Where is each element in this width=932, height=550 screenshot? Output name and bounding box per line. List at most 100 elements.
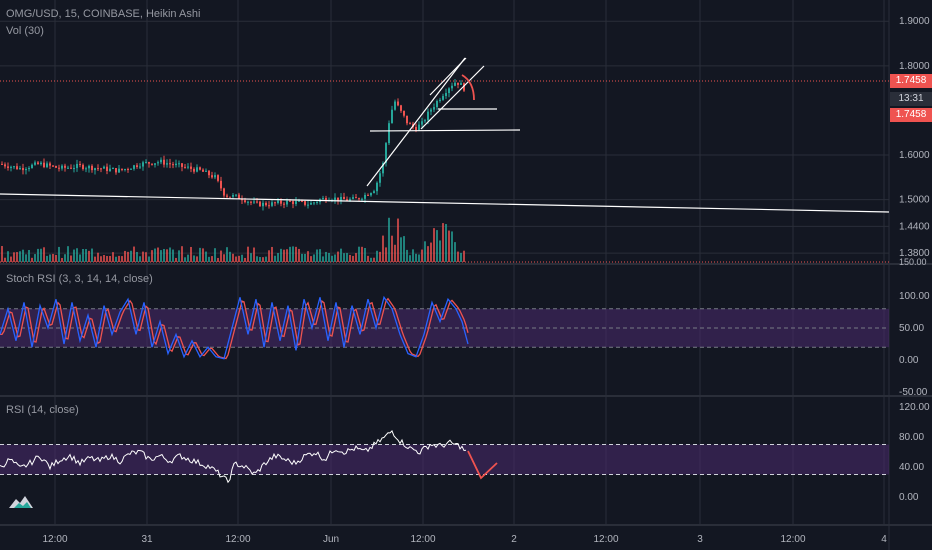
volume-label[interactable]: Vol (30) [6, 25, 44, 37]
volume-bar [13, 252, 15, 262]
volume-bar [433, 228, 435, 262]
volume-bar [43, 247, 45, 262]
price-scale[interactable]: 1.9000 1.8000 1.6000 1.5000 1.4400 1.3800150.… [899, 16, 930, 503]
candle-body [115, 168, 117, 173]
rsi-projection-drawing[interactable] [467, 450, 498, 480]
candle-body [46, 163, 48, 168]
tradingview-logo-icon[interactable] [6, 490, 36, 512]
candle-body [409, 123, 411, 125]
volume-bar [103, 254, 105, 262]
volume-bar [238, 255, 240, 262]
price-tick-label: 1.5000 [899, 195, 930, 206]
volume-bar [115, 256, 117, 262]
price-projection-drawing[interactable] [461, 74, 475, 101]
stoch-rsi-pane[interactable] [0, 295, 889, 360]
volume-bar [175, 257, 177, 262]
candle-body [76, 163, 78, 169]
candle-body [91, 165, 93, 171]
rsi-tick-label: 80.00 [899, 432, 924, 443]
candle-body [364, 194, 366, 199]
volume-bar [22, 249, 24, 262]
candle-body [103, 166, 105, 169]
candle-body [244, 200, 246, 203]
candle-body [55, 165, 57, 168]
candle-body [418, 124, 420, 131]
candle-body [214, 175, 216, 178]
candle-body [97, 168, 99, 170]
rsi-label[interactable]: RSI (14, close) [6, 404, 79, 416]
volume-bar [319, 249, 321, 262]
candle-body [229, 196, 231, 198]
candle-body [190, 166, 192, 169]
volume-bar [421, 249, 423, 262]
time-tick-label: Jun [323, 534, 339, 545]
candle-body [139, 166, 141, 168]
candle-body [265, 202, 267, 206]
trendline-support[interactable] [0, 193, 890, 213]
candle-body [355, 197, 357, 199]
channel-upper-line[interactable] [420, 65, 485, 130]
close-price-badge: 1.7458 [890, 108, 932, 122]
volume-bar [250, 253, 252, 262]
candle-body [454, 82, 456, 86]
volume-bar [298, 248, 300, 262]
candle-body [4, 164, 6, 167]
candle-body [25, 169, 27, 171]
stoch-rsi-label[interactable]: Stoch RSI (3, 3, 14, 14, close) [6, 273, 153, 285]
rsi-pane[interactable] [0, 430, 889, 484]
volume-bar [304, 253, 306, 262]
volume-bar [82, 248, 84, 262]
time-tick-label: 2 [511, 534, 517, 545]
candle-body [124, 168, 126, 170]
time-tick-label: 12:00 [225, 534, 250, 545]
volume-bar [460, 252, 462, 262]
volume-bar [223, 254, 225, 262]
rsi-band [0, 444, 889, 475]
volume-bar [154, 248, 156, 262]
candle-body [7, 166, 9, 168]
candle-body [175, 163, 177, 166]
volume-bar [367, 255, 369, 262]
candle-body [361, 198, 363, 200]
candle-body [340, 196, 342, 201]
volume-bar [463, 250, 465, 262]
price-pane[interactable] [0, 78, 889, 211]
volume-bar [415, 253, 417, 262]
volume-bar [316, 249, 318, 262]
candle-body [250, 201, 252, 203]
channel-lower-line[interactable] [366, 57, 466, 187]
volume-bar [361, 246, 363, 262]
volume-bar [457, 251, 459, 262]
volume-bar [286, 249, 288, 262]
volume-bar [232, 253, 234, 262]
candle-body [16, 166, 18, 170]
volume-bar [352, 255, 354, 262]
candle-body [85, 168, 87, 170]
volume-scale-label: 150.00 [899, 257, 927, 267]
candle-body [301, 200, 303, 202]
volume-bar [301, 253, 303, 262]
horizontal-level-lower[interactable] [369, 129, 521, 132]
volume-bar [253, 247, 255, 262]
candle-body [274, 202, 276, 204]
rsi-tick-label: 120.00 [899, 402, 930, 413]
candle-body [262, 202, 264, 207]
candle-body [208, 170, 210, 176]
time-scale[interactable]: 12:00 31 12:00 Jun 12:00 2 12:00 3 12:00 4 [42, 534, 887, 545]
volume-bar [88, 250, 90, 262]
volume-bar [385, 247, 387, 262]
bar-countdown-badge: 13:31 [890, 92, 932, 106]
candle-body [130, 168, 132, 170]
volume-bar [7, 251, 9, 262]
candle-body [307, 204, 309, 206]
volume-bar [292, 246, 294, 262]
volume-bar [76, 248, 78, 262]
candle-body [403, 110, 405, 116]
volume-bar [370, 257, 372, 262]
drawing-tools-layer[interactable] [0, 57, 890, 213]
candle-body [88, 165, 90, 169]
symbol-title[interactable]: OMG/USD, 15, COINBASE, Heikin Ashi [6, 8, 201, 20]
flag-upper-line[interactable] [429, 57, 467, 96]
